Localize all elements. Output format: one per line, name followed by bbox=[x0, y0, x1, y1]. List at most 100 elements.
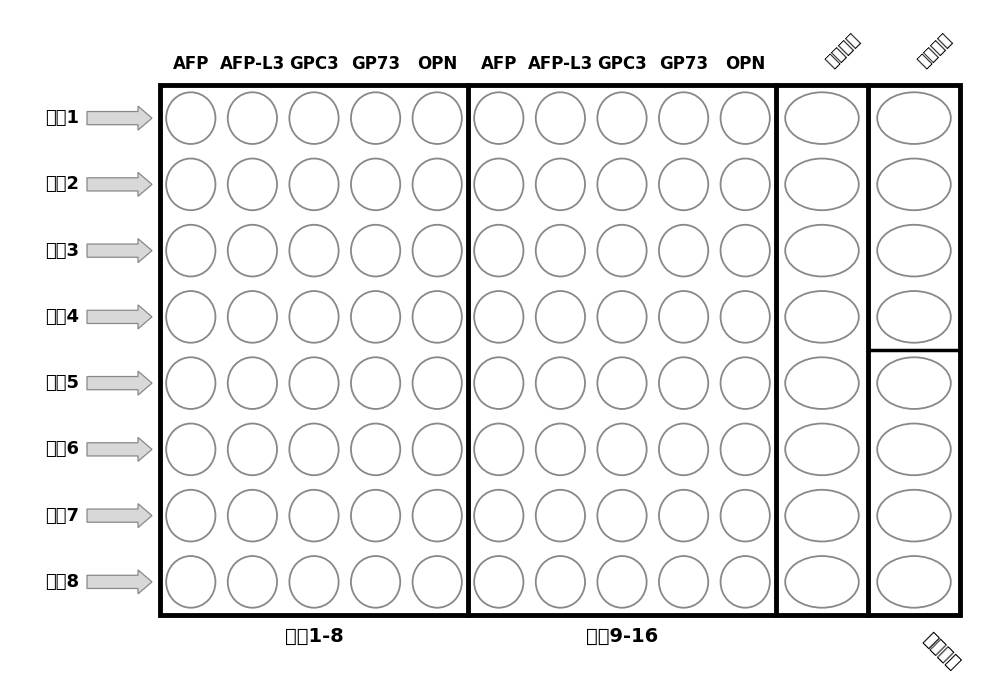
Ellipse shape bbox=[721, 92, 770, 144]
Ellipse shape bbox=[413, 424, 462, 475]
Ellipse shape bbox=[659, 490, 708, 542]
Ellipse shape bbox=[785, 358, 859, 409]
Ellipse shape bbox=[877, 291, 951, 343]
Text: 样本1: 样本1 bbox=[45, 109, 79, 127]
Ellipse shape bbox=[877, 556, 951, 608]
Ellipse shape bbox=[413, 158, 462, 210]
Ellipse shape bbox=[166, 490, 215, 542]
Ellipse shape bbox=[289, 158, 339, 210]
Ellipse shape bbox=[659, 158, 708, 210]
Ellipse shape bbox=[474, 424, 523, 475]
Text: 空白对照: 空白对照 bbox=[822, 30, 863, 71]
Ellipse shape bbox=[721, 158, 770, 210]
Ellipse shape bbox=[166, 225, 215, 277]
Ellipse shape bbox=[351, 490, 400, 542]
Ellipse shape bbox=[351, 158, 400, 210]
Ellipse shape bbox=[413, 225, 462, 277]
FancyArrow shape bbox=[87, 438, 152, 461]
Text: AFP: AFP bbox=[481, 55, 517, 73]
Ellipse shape bbox=[597, 424, 647, 475]
Ellipse shape bbox=[536, 225, 585, 277]
Text: AFP: AFP bbox=[173, 55, 209, 73]
Text: 样本7: 样本7 bbox=[45, 507, 79, 525]
Ellipse shape bbox=[721, 291, 770, 343]
Ellipse shape bbox=[413, 358, 462, 409]
Ellipse shape bbox=[785, 92, 859, 144]
Ellipse shape bbox=[536, 92, 585, 144]
Ellipse shape bbox=[289, 92, 339, 144]
FancyArrow shape bbox=[87, 504, 152, 528]
Bar bbox=[160, 85, 960, 615]
Ellipse shape bbox=[166, 92, 215, 144]
Ellipse shape bbox=[289, 291, 339, 343]
Ellipse shape bbox=[228, 556, 277, 608]
Ellipse shape bbox=[877, 358, 951, 409]
Ellipse shape bbox=[659, 92, 708, 144]
Ellipse shape bbox=[228, 158, 277, 210]
Text: 样本8: 样本8 bbox=[45, 573, 79, 591]
Text: OPN: OPN bbox=[417, 55, 457, 73]
Ellipse shape bbox=[877, 490, 951, 542]
Ellipse shape bbox=[351, 358, 400, 409]
Ellipse shape bbox=[536, 556, 585, 608]
Text: 样本3: 样本3 bbox=[45, 242, 79, 259]
Ellipse shape bbox=[659, 556, 708, 608]
Text: OPN: OPN bbox=[725, 55, 765, 73]
Text: 样本2: 样本2 bbox=[45, 176, 79, 193]
Ellipse shape bbox=[877, 158, 951, 210]
Ellipse shape bbox=[785, 556, 859, 608]
Text: GPC3: GPC3 bbox=[597, 55, 647, 73]
Ellipse shape bbox=[228, 358, 277, 409]
Ellipse shape bbox=[413, 92, 462, 144]
Ellipse shape bbox=[289, 424, 339, 475]
Text: 阳性对照: 阳性对照 bbox=[919, 630, 962, 673]
Ellipse shape bbox=[166, 424, 215, 475]
Ellipse shape bbox=[166, 556, 215, 608]
Ellipse shape bbox=[166, 158, 215, 210]
Ellipse shape bbox=[289, 556, 339, 608]
Ellipse shape bbox=[785, 490, 859, 542]
Text: GP73: GP73 bbox=[659, 55, 708, 73]
FancyArrow shape bbox=[87, 570, 152, 594]
Ellipse shape bbox=[536, 490, 585, 542]
Text: 样本1-8: 样本1-8 bbox=[285, 627, 343, 646]
FancyArrow shape bbox=[87, 172, 152, 197]
Ellipse shape bbox=[413, 490, 462, 542]
Text: 样本5: 样本5 bbox=[45, 374, 79, 392]
FancyArrow shape bbox=[87, 371, 152, 395]
Ellipse shape bbox=[474, 225, 523, 277]
Ellipse shape bbox=[877, 225, 951, 277]
Ellipse shape bbox=[721, 556, 770, 608]
Ellipse shape bbox=[597, 556, 647, 608]
Ellipse shape bbox=[351, 556, 400, 608]
Ellipse shape bbox=[228, 291, 277, 343]
Ellipse shape bbox=[597, 358, 647, 409]
Text: 样本4: 样本4 bbox=[45, 308, 79, 326]
Ellipse shape bbox=[413, 291, 462, 343]
Ellipse shape bbox=[351, 291, 400, 343]
Ellipse shape bbox=[536, 291, 585, 343]
Ellipse shape bbox=[659, 225, 708, 277]
Ellipse shape bbox=[166, 291, 215, 343]
FancyArrow shape bbox=[87, 106, 152, 130]
Ellipse shape bbox=[597, 291, 647, 343]
Ellipse shape bbox=[597, 225, 647, 277]
Ellipse shape bbox=[597, 490, 647, 542]
Ellipse shape bbox=[289, 225, 339, 277]
Ellipse shape bbox=[721, 490, 770, 542]
Ellipse shape bbox=[721, 424, 770, 475]
Ellipse shape bbox=[228, 92, 277, 144]
Ellipse shape bbox=[474, 291, 523, 343]
Text: 阴性对照: 阴性对照 bbox=[914, 30, 955, 71]
Ellipse shape bbox=[228, 424, 277, 475]
Ellipse shape bbox=[659, 358, 708, 409]
Ellipse shape bbox=[289, 490, 339, 542]
Ellipse shape bbox=[659, 424, 708, 475]
Ellipse shape bbox=[597, 92, 647, 144]
FancyArrow shape bbox=[87, 238, 152, 263]
Ellipse shape bbox=[721, 225, 770, 277]
Ellipse shape bbox=[166, 358, 215, 409]
Ellipse shape bbox=[721, 358, 770, 409]
Ellipse shape bbox=[228, 225, 277, 277]
Text: GP73: GP73 bbox=[351, 55, 400, 73]
